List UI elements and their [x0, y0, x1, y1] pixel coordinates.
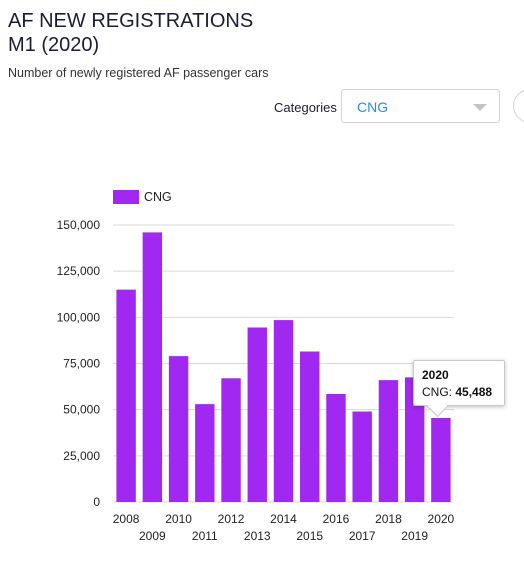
x-tick-label: 2016 — [323, 512, 350, 526]
y-tick-label: 50,000 — [63, 403, 100, 417]
y-tick-label: 75,000 — [63, 357, 100, 371]
page-subtitle: Number of newly registered AF passenger … — [8, 66, 269, 80]
bar[interactable] — [247, 327, 267, 502]
y-tick-label: 100,000 — [57, 310, 101, 324]
bar[interactable] — [273, 320, 294, 502]
bar[interactable] — [378, 380, 399, 502]
x-tick-label: 2013 — [244, 529, 271, 543]
x-tick-label: 2014 — [270, 512, 297, 526]
legend-swatch[interactable] — [113, 190, 139, 204]
categories-selected-value: CNG — [357, 99, 389, 115]
bar[interactable] — [195, 404, 215, 502]
y-tick-label: 25,000 — [63, 449, 100, 463]
x-tick-label: 2012 — [218, 512, 245, 526]
page-title: AF NEW REGISTRATIONS M1 (2020) — [8, 9, 253, 57]
bar[interactable] — [404, 377, 425, 502]
bar-chart: CNG 0 25,000 50,000 75,000 100,000 125,000 150,… — [57, 190, 455, 543]
chart-tooltip: 2020 CNG: 45,488 — [413, 360, 505, 418]
legend-label[interactable]: CNG — [144, 190, 172, 204]
x-tick-label: 2010 — [165, 512, 192, 526]
title-line-2: M1 (2020) — [8, 34, 100, 56]
y-tick-label: 0 — [93, 495, 100, 509]
x-tick-label: 2011 — [192, 529, 218, 543]
bar[interactable] — [300, 351, 320, 502]
x-tick-label: 2008 — [113, 512, 140, 526]
chevron-down-icon — [473, 104, 487, 111]
bar[interactable] — [142, 232, 163, 502]
bar[interactable] — [116, 289, 136, 502]
x-tick-label: 2015 — [296, 529, 323, 543]
categories-dropdown[interactable]: CNG — [341, 89, 500, 123]
y-tick-label: 150,000 — [57, 218, 101, 232]
y-tick-label: 125,000 — [57, 264, 101, 278]
title-line-1: AF NEW REGISTRATIONS — [8, 10, 254, 32]
categories-label: Categories — [274, 100, 337, 115]
bar[interactable] — [221, 378, 241, 502]
bar[interactable] — [431, 417, 451, 502]
bar[interactable] — [352, 411, 372, 502]
tooltip-value: 45,488 — [455, 385, 493, 399]
tooltip-label: CNG: — [422, 385, 452, 399]
x-tick-label: 2020 — [428, 512, 455, 526]
bar[interactable] — [168, 356, 189, 502]
x-tick-label: 2009 — [139, 529, 166, 543]
x-tick-label: 2018 — [375, 512, 402, 526]
next-button[interactable] — [513, 89, 524, 123]
bar[interactable] — [326, 393, 346, 502]
tooltip-title: 2020 — [422, 368, 449, 382]
x-tick-label: 2017 — [349, 529, 376, 543]
x-tick-label: 2019 — [401, 529, 428, 543]
